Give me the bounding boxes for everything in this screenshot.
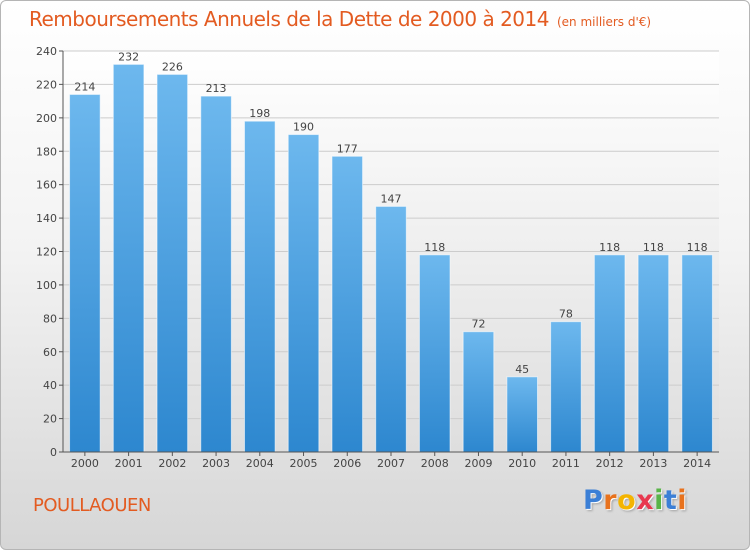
logo-letter: r	[603, 485, 618, 516]
bar-value-label: 118	[599, 241, 620, 254]
bar-value-label: 190	[293, 121, 314, 134]
y-tick-label: 20	[43, 413, 57, 426]
bar-2006	[331, 155, 364, 453]
bar-2011	[550, 321, 582, 453]
bar-2003	[200, 95, 232, 453]
bar-2012	[593, 254, 626, 453]
y-tick-label: 120	[36, 246, 57, 259]
y-tick-label: 140	[36, 212, 57, 225]
y-tick-label: 80	[43, 312, 57, 325]
chart-title: Remboursements Annuels de la Dette de 20…	[29, 7, 651, 31]
x-tick-label: 2014	[683, 457, 711, 470]
bar-2008	[418, 254, 451, 453]
bar-value-label: 45	[515, 363, 529, 376]
bar-2007	[375, 205, 407, 453]
bar-value-label: 232	[118, 50, 139, 63]
x-tick-label: 2009	[464, 457, 492, 470]
y-tick-label: 160	[36, 179, 57, 192]
chart-subtitle: (en milliers d'€)	[556, 15, 652, 29]
bar-2000	[69, 93, 101, 453]
y-tick-label: 0	[50, 446, 57, 459]
bar-2010	[506, 376, 539, 453]
x-tick-label: 2001	[115, 457, 143, 470]
bar-value-label: 147	[381, 192, 402, 205]
x-tick-label: 2010	[508, 457, 536, 470]
axes: 0 20 40 60 80 100 120 140 160 180 200 220 240 2000 200…	[36, 45, 719, 470]
bar-value-label: 177	[337, 142, 358, 155]
x-tick-label: 2013	[639, 457, 667, 470]
x-tick-label: 2007	[377, 457, 405, 470]
y-tick-label: 40	[43, 379, 57, 392]
y-tick-label: 200	[36, 112, 57, 125]
bars: 214 232 226 213 198 190 177 147 118 72 45 78 118 118 1…	[69, 50, 713, 453]
x-tick-label: 2002	[158, 457, 186, 470]
logo-letter: o	[617, 485, 637, 516]
bar-value-label: 118	[687, 241, 708, 254]
logo-letter: i	[677, 485, 688, 516]
bar-value-label: 118	[424, 241, 445, 254]
x-tick-label: 2006	[333, 457, 361, 470]
bar-value-label: 226	[162, 60, 183, 73]
y-tick-label: 240	[36, 45, 57, 58]
commune-name: POULLAOUEN	[33, 495, 151, 516]
bar-value-label: 78	[559, 308, 573, 321]
x-tick-label: 2003	[202, 457, 230, 470]
bar-2013	[637, 254, 670, 453]
y-tick-label: 100	[36, 279, 57, 292]
bar-value-label: 118	[643, 241, 664, 254]
y-tick-label: 220	[36, 78, 57, 91]
bar-value-label: 213	[206, 82, 227, 95]
x-tick-label: 2005	[290, 457, 318, 470]
bar-2014	[681, 254, 713, 453]
logo-letter: t	[663, 485, 678, 516]
bar-value-label: 72	[471, 318, 485, 331]
x-tick-label: 2004	[246, 457, 274, 470]
x-tick-label: 2011	[552, 457, 580, 470]
x-tick-label: 2012	[596, 457, 624, 470]
x-tick-label: 2008	[421, 457, 449, 470]
chart-title-text: Remboursements Annuels de la Dette de 20…	[29, 7, 549, 31]
bar-2002	[156, 73, 189, 453]
logo-letter: P	[583, 485, 604, 516]
bar-value-label: 198	[249, 107, 270, 120]
proxiti-logo: Proxiti	[583, 485, 687, 516]
logo-letter: x	[636, 485, 655, 516]
x-tick-label: 2000	[71, 457, 99, 470]
bar-2009	[462, 331, 495, 453]
bar-value-label: 214	[74, 80, 95, 93]
bar-2001	[112, 63, 145, 453]
y-tick-label: 60	[43, 346, 57, 359]
logo-letter: i	[654, 485, 664, 516]
y-tick-label: 180	[36, 145, 57, 158]
bar-2004	[243, 120, 276, 453]
bar-2005	[287, 134, 320, 453]
